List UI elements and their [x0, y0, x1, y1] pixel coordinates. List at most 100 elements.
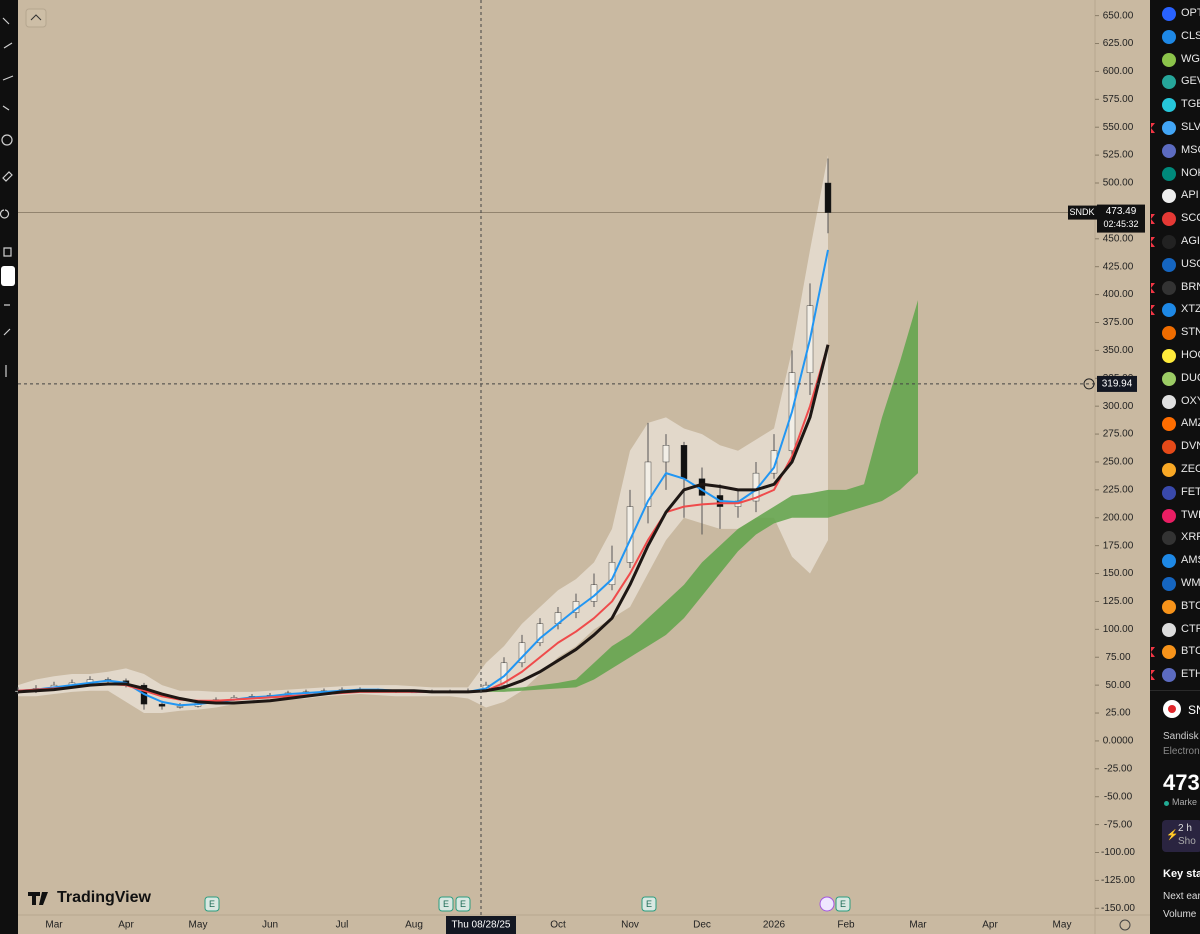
watchlist-symbol: FET	[1181, 485, 1200, 498]
y-tick-label: 525.00	[1103, 150, 1134, 161]
event-marker	[455, 896, 471, 912]
watchlist-row[interactable]: DVN	[1150, 436, 1200, 458]
watchlist-row[interactable]: AMZ	[1150, 413, 1200, 435]
watchlist-row[interactable]: AGI	[1150, 231, 1200, 253]
symbol-icon	[1162, 645, 1176, 660]
watchlist-row[interactable]: TGE	[1150, 94, 1200, 116]
watchlist-symbol: SLV	[1181, 121, 1200, 133]
y-tick-label: 625.00	[1103, 38, 1134, 49]
brand-logo: TradingView	[28, 889, 152, 906]
tool-icon-active[interactable]	[1, 266, 15, 286]
watchlist-row[interactable]: STN	[1150, 322, 1200, 344]
symbol-icon	[1162, 554, 1176, 569]
notice-box[interactable]	[1162, 820, 1200, 852]
symbol-icon	[1162, 668, 1176, 683]
watchlist-row[interactable]: NOK	[1150, 163, 1200, 185]
y-tick-label: 275.00	[1103, 429, 1134, 440]
x-tick-label: Jun	[262, 920, 278, 931]
y-tick-label: 250.00	[1103, 457, 1134, 468]
event-marker	[438, 896, 454, 912]
flag	[1151, 282, 1155, 293]
symbol-icon	[1162, 235, 1176, 249]
watchlist-symbol: STN	[1181, 326, 1200, 339]
brand-name: TradingView	[57, 889, 152, 906]
watchlist-row[interactable]: XRP	[1150, 527, 1200, 549]
chart-background	[0, 0, 1150, 934]
symbol-icon	[1162, 29, 1176, 44]
watchlist-row[interactable]: ZEC	[1150, 459, 1200, 481]
y-tick-label: 425.00	[1103, 261, 1134, 272]
watchlist-row[interactable]: AMS	[1150, 550, 1200, 572]
watchlist-row[interactable]: SCC	[1150, 208, 1200, 230]
y-tick-label: -50.00	[1104, 791, 1133, 802]
flag	[1151, 237, 1155, 247]
flag	[1151, 670, 1155, 681]
symbol-icon	[1162, 52, 1176, 67]
symbol-icon	[1162, 394, 1176, 409]
divider	[1150, 690, 1200, 691]
tool-icon[interactable]	[1, 134, 13, 146]
y-tick-label: 650.00	[1103, 10, 1134, 21]
symbol-icon	[1162, 143, 1176, 158]
y-tick-label: 25.00	[1105, 708, 1130, 719]
watchlist-row[interactable]: CTR	[1150, 619, 1200, 641]
event-marker	[641, 896, 657, 912]
watchlist-row[interactable]: OXY	[1150, 391, 1200, 413]
tool-icon[interactable]	[2, 17, 14, 111]
symbol-icon	[1162, 440, 1176, 455]
symbol-icon	[1162, 326, 1176, 341]
watchlist-row[interactable]: BRN	[1150, 277, 1200, 299]
watchlist-row[interactable]: FET	[1150, 482, 1200, 504]
watchlist-row[interactable]: OPT	[1150, 3, 1200, 25]
watchlist-symbol: TGE	[1181, 98, 1200, 111]
candle-body	[176, 706, 184, 708]
symbol-icon	[1162, 577, 1176, 591]
ma-line	[17, 344, 830, 705]
watchlist-symbol: ZEC	[1181, 463, 1200, 475]
left-toolbar[interactable]	[0, 0, 18, 934]
last-price-box	[1097, 204, 1145, 233]
watchlist-row[interactable]: HOO	[1150, 345, 1200, 367]
watchlist-row[interactable]: BTC	[1150, 641, 1200, 663]
x-tick-label: Dec	[693, 920, 711, 931]
watchlist-row[interactable]: API	[1150, 185, 1200, 207]
collapse-icon	[30, 14, 42, 21]
band-area	[414, 300, 918, 693]
watchlist-row[interactable]: ETH	[1150, 664, 1200, 686]
watchlist-symbol: BTC	[1181, 599, 1200, 612]
x-tick-label: Aug	[405, 920, 423, 931]
watchlist-symbol: BRN	[1181, 280, 1200, 293]
watchlist-row[interactable]: MSC	[1150, 140, 1200, 162]
collapse-button[interactable]	[25, 8, 47, 28]
watchlist-row[interactable]: WG	[1150, 49, 1200, 71]
y-tick-label: -25.00	[1104, 763, 1133, 774]
crosshair-price-box	[1097, 375, 1137, 392]
flag	[1151, 647, 1155, 658]
symbol-icon	[1162, 98, 1176, 113]
watchlist-row[interactable]: WML	[1150, 573, 1200, 595]
symbol: SN	[1188, 703, 1200, 717]
symbol-icon	[1162, 257, 1176, 272]
x-tick-label: Mar	[909, 920, 927, 931]
event-marker	[204, 896, 220, 912]
watchlist-row[interactable]: BTC	[1150, 596, 1200, 618]
y-tick-label: 50.00	[1105, 680, 1130, 691]
watchlist-row[interactable]: XTZ	[1150, 299, 1200, 321]
watchlist-row[interactable]: CLS	[1150, 26, 1200, 48]
y-tick-label: 175.00	[1103, 540, 1134, 551]
y-tick-label: 400.00	[1103, 289, 1134, 300]
watchlist-row[interactable]: GEV	[1150, 71, 1200, 93]
watchlist-symbol: SCC	[1181, 212, 1200, 225]
settings-icon[interactable]	[1119, 919, 1131, 931]
watchlist-row[interactable]: SLV	[1150, 117, 1200, 139]
watchlist-row[interactable]: DUC	[1150, 368, 1200, 390]
y-tick-label: 500.00	[1103, 178, 1134, 189]
tool-icon[interactable]	[0, 171, 13, 377]
watchlist-row[interactable]: USO	[1150, 254, 1200, 276]
status-dot	[1164, 801, 1169, 806]
x-tick-label: Jul	[336, 920, 349, 931]
event-marker	[819, 896, 835, 912]
watchlist-row[interactable]: TWL	[1150, 505, 1200, 527]
flag	[1151, 123, 1155, 133]
